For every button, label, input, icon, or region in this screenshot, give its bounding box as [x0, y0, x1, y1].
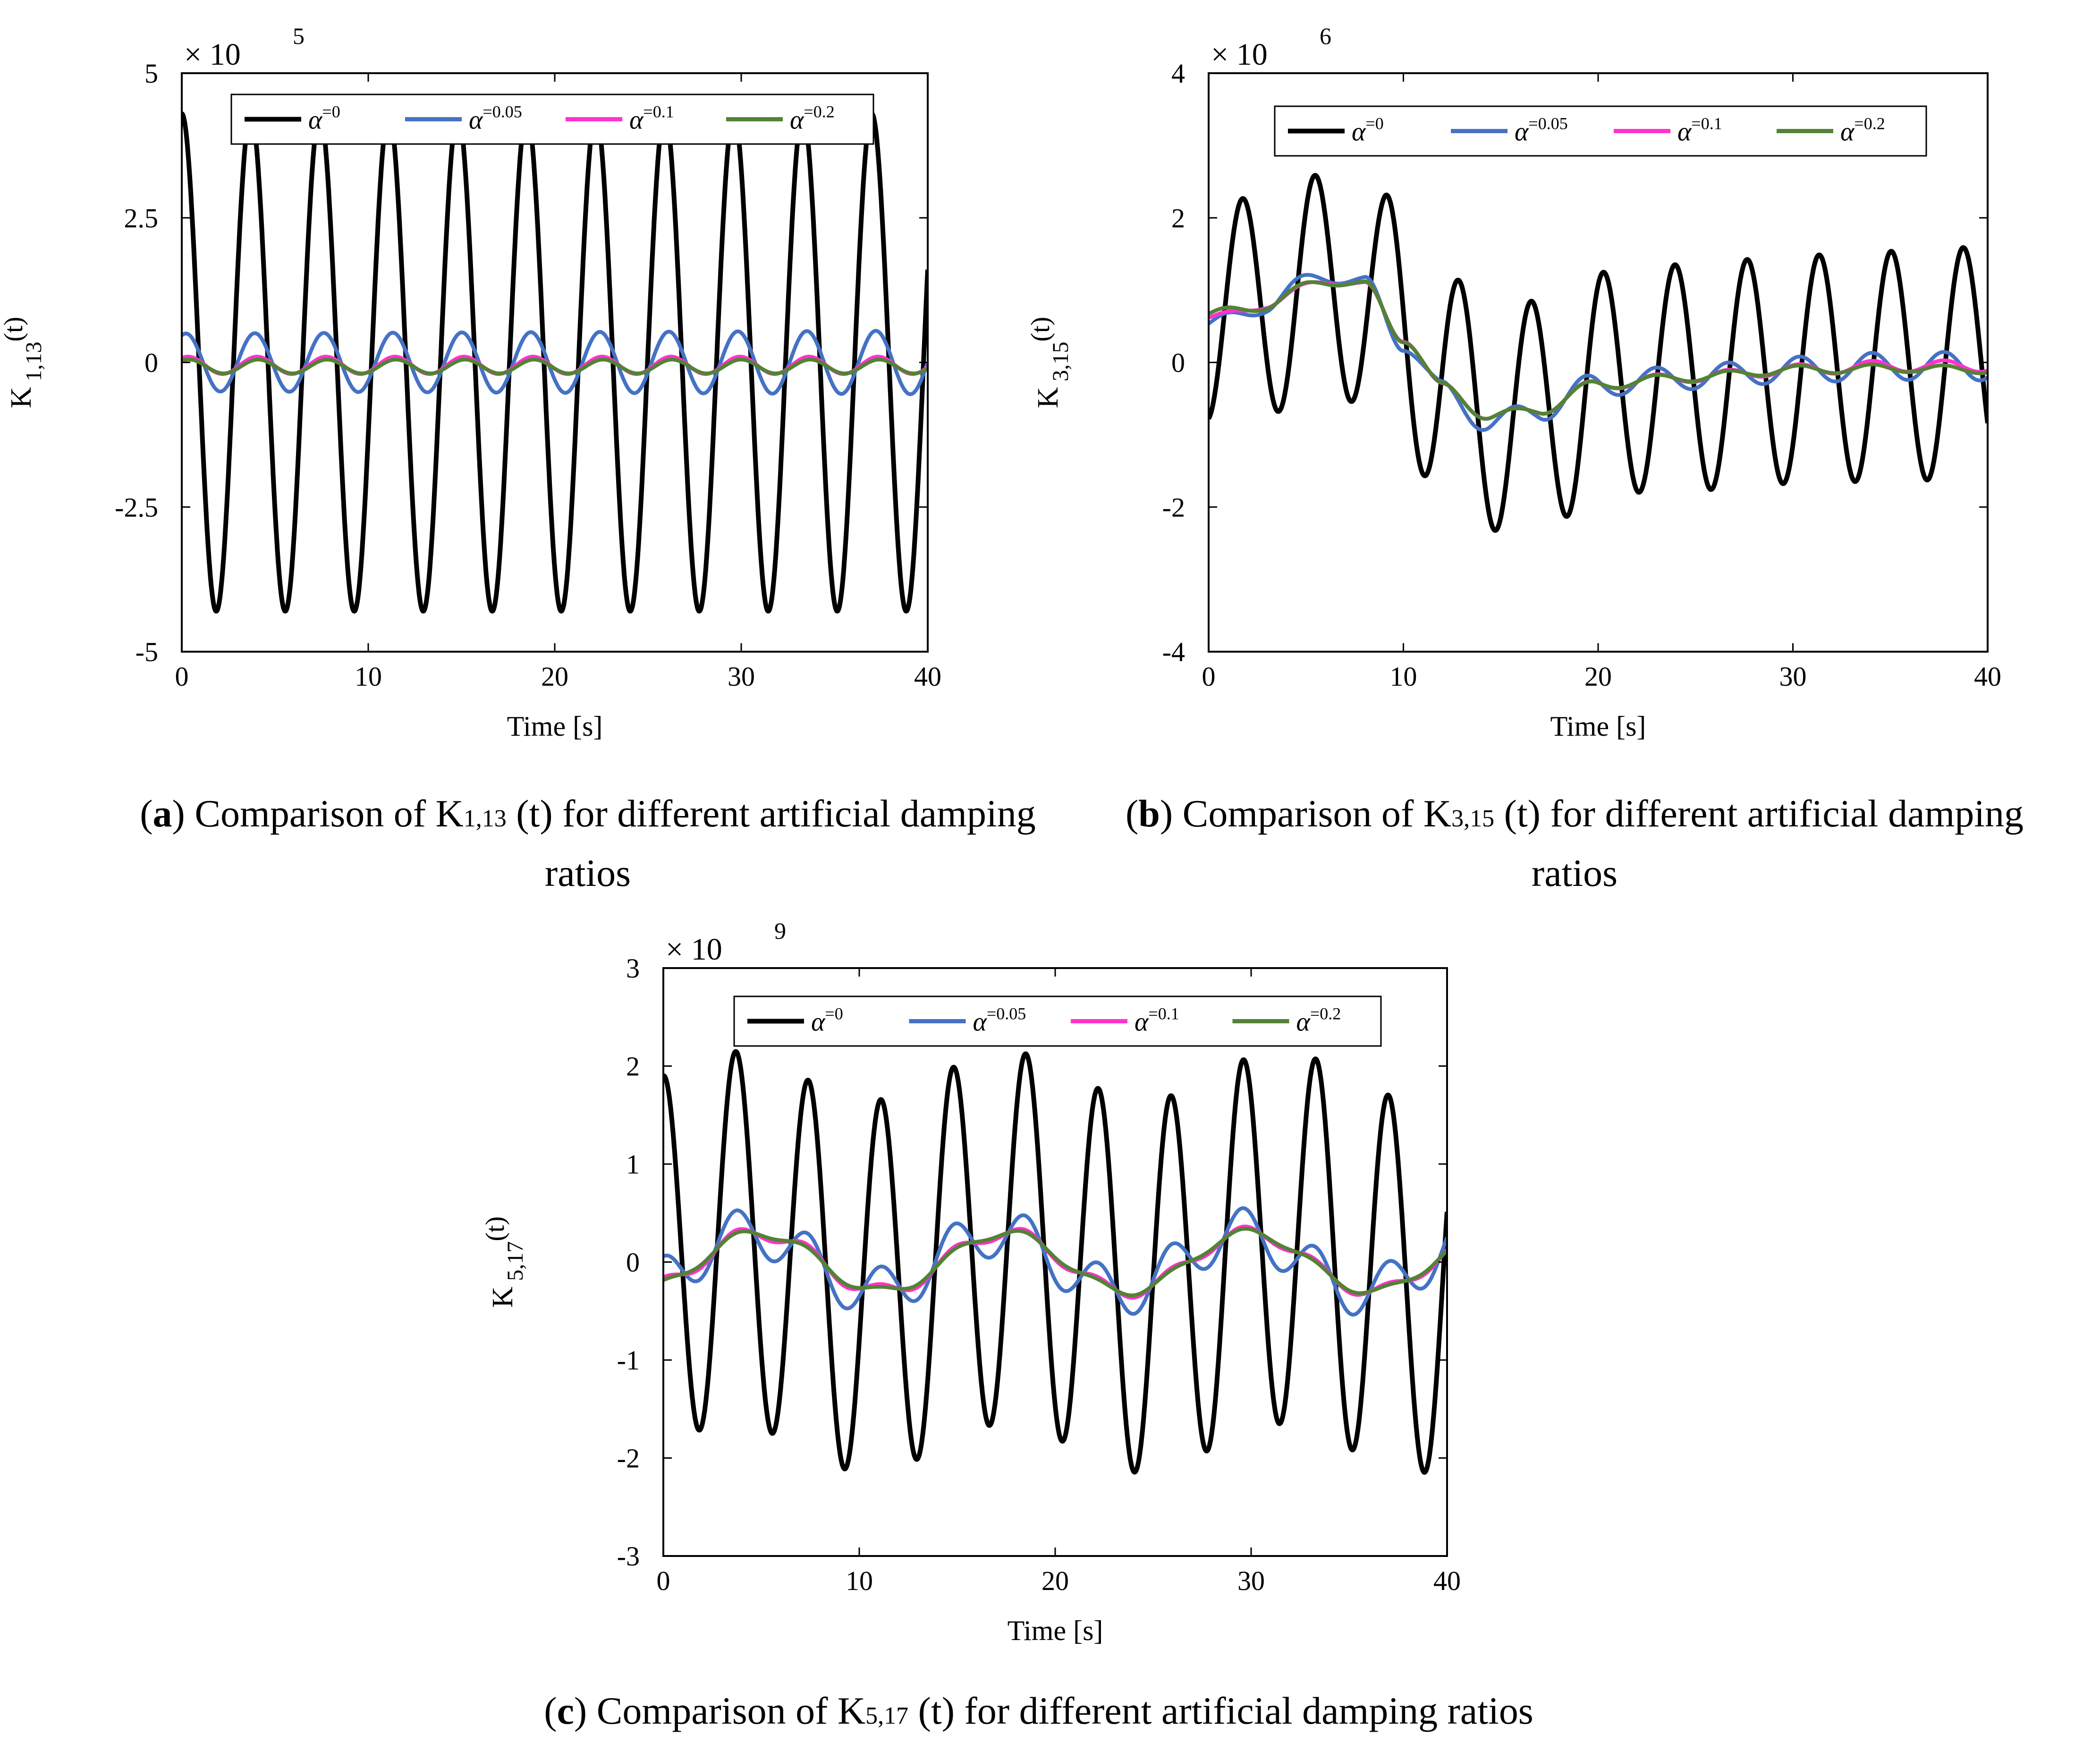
- y-axis-label: K 1,13(t): [0, 317, 46, 408]
- legend-label-2: α=0.1: [1677, 114, 1722, 147]
- x-axis-label: Time [s]: [1008, 1615, 1103, 1646]
- x-tick-label: 30: [1237, 1565, 1265, 1596]
- legend: α=0 α=0.05 α=0.1 α=0.2: [230, 94, 874, 145]
- caption-c-text-after: (t) for different artificial damping rat…: [908, 1689, 1533, 1732]
- y-tick-label: 2.5: [124, 203, 159, 233]
- caption-b-line2: ratios: [1531, 851, 1618, 894]
- caption-a: (a) Comparison of K1,13 (t) for differen…: [140, 792, 1036, 894]
- series-group: [663, 1049, 1447, 1475]
- series-group: [182, 111, 928, 614]
- x-tick-label: 30: [728, 661, 755, 692]
- x-tick-label: 10: [1390, 661, 1417, 692]
- series-line-3: [1209, 279, 1988, 421]
- x-tick-label: 0: [657, 1565, 670, 1596]
- y-tick-label: -4: [1162, 637, 1185, 667]
- legend-label-0: α=0: [308, 102, 340, 135]
- legend-label-3: α=0.2: [1296, 1004, 1341, 1037]
- y-tick-label: 0: [144, 348, 158, 378]
- exponent-power: 5: [293, 23, 305, 49]
- x-tick-label: 10: [846, 1565, 873, 1596]
- x-tick-label: 30: [1779, 661, 1807, 692]
- y-tick-label: 2: [1171, 203, 1185, 233]
- caption-c-subscript: 5,17: [865, 1702, 909, 1729]
- legend-label-2: α=0.1: [629, 102, 674, 135]
- caption-a-text-after: (t) for different artificial damping: [506, 792, 1036, 835]
- legend-box: [230, 94, 874, 145]
- legend-label-3: α=0.2: [1840, 114, 1885, 147]
- caption-b: (b) Comparison of K3,15 (t) for differen…: [1125, 792, 2024, 894]
- legend-label-1: α=0.05: [973, 1004, 1026, 1037]
- caption-b-subscript: 3,15: [1451, 805, 1495, 832]
- series-line-2: [663, 1224, 1447, 1300]
- caption-c: (c) Comparison of K5,17 (t) for differen…: [544, 1689, 1533, 1732]
- series-line-0: [1209, 173, 1988, 533]
- x-tick-label: 10: [355, 661, 382, 692]
- y-tick-label: -1: [617, 1345, 640, 1376]
- x-tick-label: 20: [541, 661, 568, 692]
- series-line-3: [182, 357, 928, 375]
- y-tick-label: -3: [617, 1541, 640, 1572]
- y-tick-label: -5: [135, 637, 158, 667]
- y-tick-label: 1: [626, 1149, 640, 1180]
- caption-c-letter: c: [557, 1689, 574, 1732]
- x-tick-label: 40: [914, 661, 941, 692]
- y-tick-label: 0: [626, 1247, 640, 1278]
- exponent-label: × 10: [184, 37, 241, 72]
- x-axis-label: Time [s]: [1550, 711, 1646, 742]
- y-axis-label: K 3,15(t): [1026, 317, 1073, 408]
- exponent-label: × 10: [1211, 37, 1268, 72]
- series-line-3: [663, 1226, 1447, 1298]
- caption-a-subscript: 1,13: [463, 805, 507, 832]
- legend-label-1: α=0.05: [1515, 114, 1568, 147]
- y-tick-label: 2: [626, 1051, 640, 1082]
- y-tick-label: -2.5: [115, 492, 158, 523]
- x-axis-label: Time [s]: [507, 711, 603, 742]
- legend: α=0 α=0.05 α=0.1 α=0.2: [1274, 105, 1927, 157]
- y-tick-label: -2: [617, 1443, 640, 1474]
- caption-b-text-after: (t) for different artificial damping: [1494, 792, 2024, 835]
- caption-b-text: Comparison of K: [1173, 792, 1452, 835]
- y-tick-label: 3: [626, 953, 640, 984]
- exponent-label: × 10: [666, 932, 722, 967]
- legend-label-1: α=0.05: [469, 102, 522, 135]
- x-tick-label: 0: [1202, 661, 1216, 692]
- legend: α=0 α=0.05 α=0.1 α=0.2: [733, 995, 1382, 1047]
- legend-label-0: α=0: [811, 1004, 843, 1037]
- y-tick-label: 0: [1171, 348, 1185, 378]
- caption-a-text: Comparison of K: [185, 792, 464, 835]
- legend-label-2: α=0.1: [1135, 1004, 1179, 1037]
- legend-label-0: α=0: [1352, 114, 1384, 147]
- y-tick-label: -2: [1162, 492, 1185, 523]
- series-line-0: [663, 1049, 1447, 1475]
- x-tick-label: 20: [1584, 661, 1612, 692]
- x-tick-label: 40: [1974, 661, 2001, 692]
- exponent-power: 9: [774, 918, 786, 944]
- x-tick-label: 20: [1042, 1565, 1069, 1596]
- chart-a: 0 10 20 30 40 5 2.5 0 -2.5 -5 Time [s] K 1,13(t) × 1…: [0, 23, 941, 742]
- series-line-1: [182, 329, 928, 396]
- caption-a-line2: ratios: [544, 851, 631, 894]
- x-tick-label: 40: [1433, 1565, 1461, 1596]
- y-tick-label: 4: [1171, 58, 1185, 89]
- y-tick-label: 5: [144, 58, 158, 89]
- y-axis-label: K 5,17(t): [481, 1216, 528, 1308]
- caption-a-letter: a: [152, 792, 172, 835]
- legend-label-3: α=0.2: [790, 102, 835, 135]
- caption-c-text: Comparison of K: [587, 1689, 866, 1732]
- caption-b-letter: b: [1138, 792, 1160, 835]
- exponent-power: 6: [1320, 23, 1331, 49]
- x-tick-label: 0: [175, 661, 189, 692]
- series-group: [1209, 173, 1988, 533]
